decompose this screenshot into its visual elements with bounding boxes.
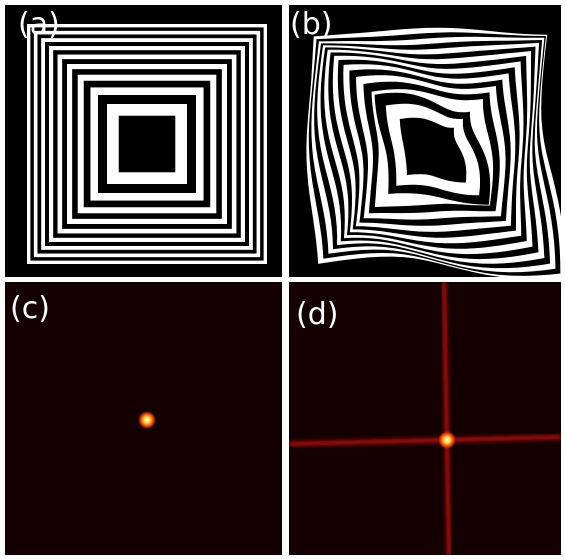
- panel-label: (b): [290, 7, 332, 42]
- horizontal-line: [289, 435, 561, 446]
- panel-label: (c): [10, 291, 50, 326]
- panel-label: (d): [296, 297, 338, 332]
- distorted-ring: [399, 117, 467, 183]
- panel-d: [289, 282, 561, 555]
- squares-pattern: [27, 24, 267, 264]
- vertical-line: [442, 282, 451, 555]
- diffraction-c: [5, 282, 282, 555]
- center-spot: [438, 431, 456, 449]
- center-spot: [138, 411, 156, 429]
- square-ring: [118, 115, 176, 173]
- distorted-pattern: [306, 27, 565, 279]
- diffraction-d: [289, 282, 561, 555]
- panel-label: (a): [18, 7, 60, 42]
